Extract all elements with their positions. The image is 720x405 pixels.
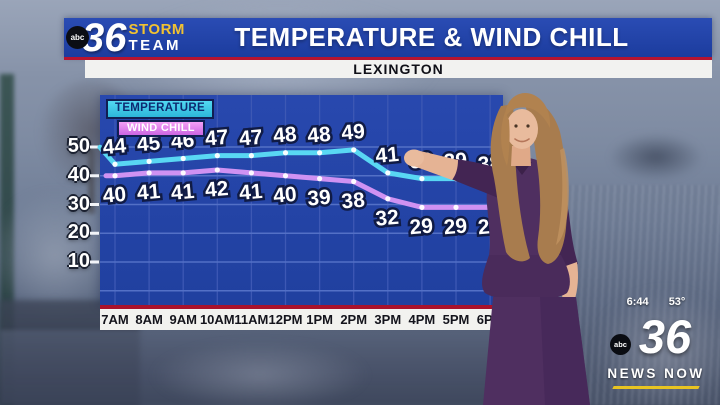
team-label: TEAM xyxy=(128,36,181,54)
data-point xyxy=(248,153,254,159)
temperature-value-label: 38 xyxy=(477,152,503,177)
storm-team-logo: abc 36 STORM TEAM xyxy=(66,18,185,58)
x-axis-tick-label: 12PM xyxy=(268,312,303,327)
legend-wind-chill: WIND CHILL xyxy=(117,119,205,137)
data-point xyxy=(214,153,220,159)
x-axis-tick-label: 5PM xyxy=(442,312,470,327)
data-point xyxy=(351,147,357,153)
x-axis-tick-label: 11AM xyxy=(234,312,269,327)
storm-team-text: STORM TEAM xyxy=(128,20,185,54)
wind-chill-value-label: 40 xyxy=(102,183,127,208)
data-point xyxy=(419,176,425,182)
data-point xyxy=(248,170,254,176)
temperature-value-label: 48 xyxy=(272,123,298,148)
data-point xyxy=(180,155,186,162)
wind-chill-value-label: 41 xyxy=(238,180,264,205)
temperature-value-label: 47 xyxy=(204,126,229,151)
data-point xyxy=(317,176,323,182)
data-point xyxy=(453,176,459,182)
temperature-value-label: 44 xyxy=(102,134,128,159)
abc-logo-icon: abc xyxy=(66,26,89,49)
data-point xyxy=(146,158,152,164)
news-logo: abc 36 xyxy=(600,308,712,366)
news-now-label: NEWS NOW xyxy=(607,366,705,381)
y-axis-tick-labels: 50 40 30 20 10 xyxy=(0,95,96,305)
data-point xyxy=(385,196,391,202)
abc-logo-icon: abc xyxy=(610,334,631,355)
data-point xyxy=(282,173,289,179)
wind-chill-value-label: 42 xyxy=(204,177,229,202)
data-point xyxy=(112,173,118,179)
x-axis-labels: 7AM 8AM 9AM 10AM 11AM 12PM 1PM 2PM 3PM 4PM 5PM 6PM xyxy=(100,309,503,330)
background-field-bottom xyxy=(0,330,510,405)
chart-legend: TEMPERATURE WIND CHILL xyxy=(106,99,214,137)
y-axis-tick-label: 30 xyxy=(67,192,90,215)
x-axis-tick-label: 6PM xyxy=(476,312,504,327)
data-point xyxy=(214,167,220,173)
y-axis-tick-label: 10 xyxy=(67,250,90,272)
data-point xyxy=(146,170,152,176)
page-title: TEMPERATURE & WIND CHILL xyxy=(234,22,629,52)
temperature-value-label: 49 xyxy=(340,120,365,145)
wind-chill-value-label: 41 xyxy=(136,180,162,205)
header-banner: abc 36 STORM TEAM TEMPERATURE & WIND CHI… xyxy=(64,18,712,58)
temperature-value-label: 47 xyxy=(238,126,263,151)
data-point xyxy=(487,204,493,210)
wind-chill-value-label: 29 xyxy=(409,214,434,239)
station-bug: 6:44 53° abc 36 NEWS NOW xyxy=(600,296,712,389)
data-point xyxy=(453,204,459,210)
legend-temperature: TEMPERATURE xyxy=(106,99,214,119)
data-point xyxy=(385,170,391,176)
wind-chill-value-label: 29 xyxy=(443,214,468,239)
x-axis-tick-label: 9AM xyxy=(169,312,197,327)
y-axis-tick-label: 40 xyxy=(67,163,90,186)
data-point xyxy=(419,204,425,210)
wind-chill-value-label: 41 xyxy=(170,180,196,205)
data-point xyxy=(317,150,323,156)
bug-outdoor-temp: 53° xyxy=(668,296,686,308)
x-axis-tick-label: 8AM xyxy=(135,312,163,327)
chart-bottom-red-band xyxy=(100,305,503,309)
wind-chill-value-label: 38 xyxy=(340,189,366,214)
data-point xyxy=(487,178,493,185)
wind-chill-value-label: 29 xyxy=(477,214,502,239)
bug-time: 6:44 xyxy=(626,296,649,308)
temperature-value-label: 48 xyxy=(306,123,332,148)
x-axis-tick-label: 3PM xyxy=(374,312,402,327)
storm-label: STORM xyxy=(128,20,185,38)
data-point xyxy=(112,161,118,167)
x-axis-tick-label: 7AM xyxy=(101,312,129,327)
y-axis-tick-label: 50 xyxy=(67,135,90,157)
y-axis-tick-label: 20 xyxy=(67,221,90,244)
x-axis-tick-label: 10AM xyxy=(199,312,235,327)
location-label: LEXINGTON xyxy=(353,61,444,77)
data-point xyxy=(351,178,357,185)
temperature-value-label: 41 xyxy=(375,143,401,168)
data-point xyxy=(180,170,186,176)
temperature-value-label: 39 xyxy=(409,149,434,174)
temperature-value-label: 39 xyxy=(443,149,468,174)
x-axis-tick-label: 2PM xyxy=(340,312,368,327)
wind-chill-value-label: 32 xyxy=(375,206,400,231)
wind-chill-value-label: 40 xyxy=(272,183,297,208)
location-strip: LEXINGTON xyxy=(85,60,712,78)
wind-chill-value-label: 39 xyxy=(306,186,331,211)
news-yellow-underline xyxy=(612,386,700,389)
x-axis-tick-label: 1PM xyxy=(306,312,333,327)
channel-number: 36 xyxy=(82,15,127,60)
data-point xyxy=(282,150,289,156)
x-axis-tick-label: 4PM xyxy=(408,312,436,327)
